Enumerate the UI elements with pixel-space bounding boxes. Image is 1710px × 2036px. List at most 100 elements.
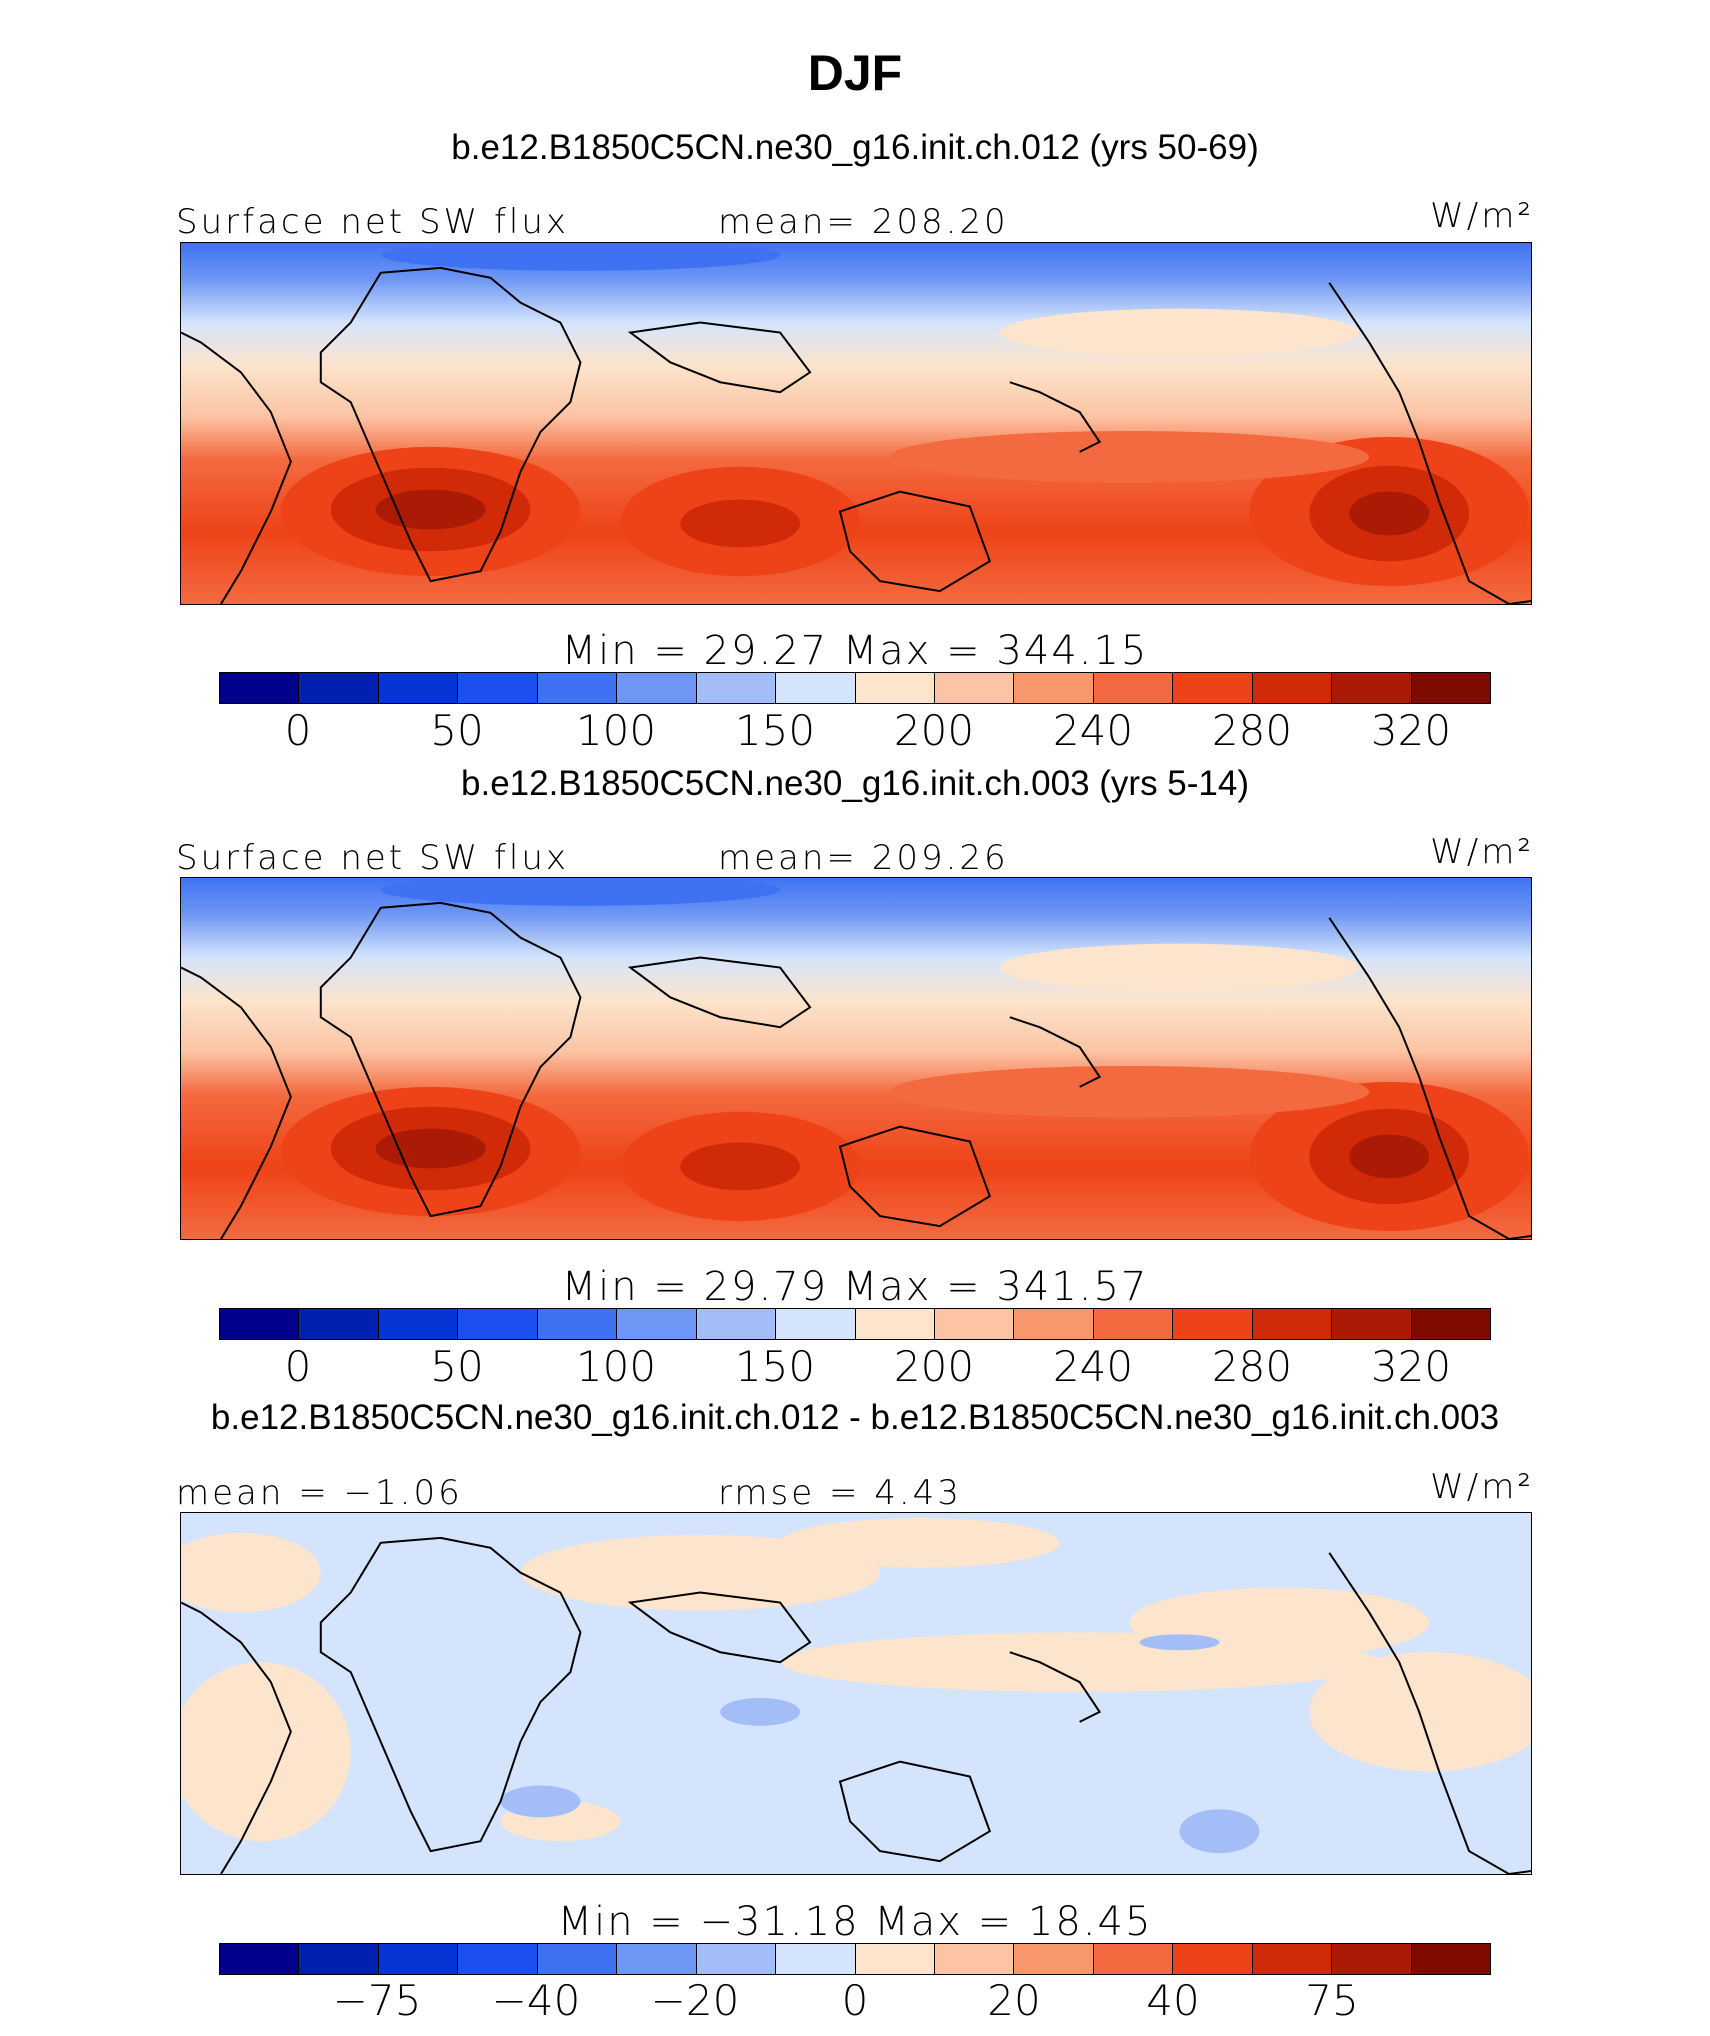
panel-3-case-label: b.e12.B1850C5CN.ne30_g16.init.ch.012 - b…: [210, 1398, 1500, 1437]
colorbar-tick: 50: [430, 1342, 484, 1391]
panel-1-map: [180, 242, 1532, 605]
colorbar-box: [934, 1944, 1015, 1974]
colorbar-tick: −75: [332, 1976, 422, 2025]
colorbar-box: [537, 1944, 618, 1974]
colorbar-box: [220, 1944, 300, 1974]
panel-2-map: [180, 877, 1532, 1240]
colorbar-box: [934, 673, 1015, 703]
colorbar-box: [617, 1944, 697, 1974]
negative-anomalies: [500, 1634, 1260, 1854]
panel-2-minmax: Min = 29.79 Max = 341.57: [561, 1264, 1149, 1310]
colorbar-box: [934, 1309, 1015, 1339]
colorbar-box: [1093, 1309, 1174, 1339]
colorbar-box: [1252, 1309, 1333, 1339]
colorbar-box: [458, 673, 538, 703]
colorbar-box: [855, 1309, 935, 1339]
colorbar-tick: −40: [491, 1976, 581, 2025]
coastlines: [181, 266, 1531, 604]
colorbar-box: [696, 1309, 777, 1339]
colorbar-box: [378, 673, 459, 703]
panel-2-left-label: Surface net SW flux: [176, 838, 570, 878]
colorbar-box: [1014, 1944, 1094, 1974]
colorbar-tick: 100: [575, 1342, 657, 1391]
colorbar-box: [617, 673, 697, 703]
colorbar-box: [220, 673, 300, 703]
colorbar-box: [1411, 1944, 1490, 1974]
panel-2-units: W/m²: [1430, 832, 1534, 872]
colorbar-box: [537, 673, 618, 703]
panel-3-minmax: Min = −31.18 Max = 18.45: [557, 1899, 1153, 1945]
colorbar-box: [1411, 673, 1490, 703]
coastlines: [181, 1536, 1531, 1874]
colorbar-box: [299, 673, 379, 703]
colorbar-tick: 40: [1146, 1976, 1200, 2025]
panel-1-colorbar: [219, 672, 1491, 704]
colorbar-box: [378, 1944, 459, 1974]
colorbar-box: [617, 1309, 697, 1339]
panel-1-minmax: Min = 29.27 Max = 344.15: [561, 628, 1149, 674]
figure-title: DJF: [807, 45, 903, 101]
storm-track-band: [380, 243, 1360, 357]
colorbar-box: [1332, 673, 1412, 703]
panel-1-case-label: b.e12.B1850C5CN.ne30_g16.init.ch.012 (yr…: [451, 128, 1259, 167]
colorbar-tick: 280: [1211, 706, 1293, 755]
colorbar-tick: 75: [1305, 1976, 1359, 2025]
colorbar-box: [1332, 1944, 1412, 1974]
colorbar-tick: 150: [734, 706, 816, 755]
colorbar-box: [1252, 1944, 1333, 1974]
colorbar-box: [1173, 673, 1253, 703]
panel-2-colorbar: [219, 1308, 1491, 1340]
colorbar-tick: 200: [893, 706, 975, 755]
colorbar-tick: −20: [650, 1976, 740, 2025]
panel-3-tick-row: −75 −40 −20 0 20 40 75: [0, 1976, 1710, 2026]
panel-1-left-label: Surface net SW flux: [176, 202, 570, 242]
colorbar-tick: 240: [1052, 1342, 1134, 1391]
colorbar-box: [299, 1309, 379, 1339]
colorbar-box: [458, 1309, 538, 1339]
colorbar-box: [299, 1944, 379, 1974]
colorbar-box: [1093, 673, 1174, 703]
colorbar-box: [696, 1944, 777, 1974]
colorbar-tick: 0: [841, 1976, 869, 2025]
colorbar-tick: 200: [893, 1342, 975, 1391]
panel-2-center-label: mean= 209.26: [718, 838, 1009, 878]
colorbar-tick: 50: [430, 706, 484, 755]
panel-2-tick-row: 0 50 100 150 200 240 280 320: [0, 1342, 1710, 1392]
positive-anomalies: [181, 1517, 1531, 1842]
coastlines: [181, 901, 1531, 1239]
colorbar-tick: 240: [1052, 706, 1134, 755]
colorbar-box: [776, 1309, 856, 1339]
colorbar-box: [1014, 1309, 1094, 1339]
colorbar-tick: 150: [734, 1342, 816, 1391]
colorbar-tick: 100: [575, 706, 657, 755]
colorbar-box: [696, 673, 777, 703]
panel-1-tick-row: 0 50 100 150 200 240 280 320: [0, 706, 1710, 756]
colorbar-box: [776, 1944, 856, 1974]
colorbar-box: [1252, 673, 1333, 703]
colorbar-tick: 20: [987, 1976, 1041, 2025]
colorbar-box: [855, 1944, 935, 1974]
storm-track-band: [380, 878, 1360, 992]
panel-1-center-label: mean= 208.20: [718, 202, 1009, 242]
colorbar-box: [458, 1944, 538, 1974]
panel-1-units: W/m²: [1430, 196, 1534, 236]
colorbar-box: [1173, 1309, 1253, 1339]
colorbar-box: [378, 1309, 459, 1339]
colorbar-box: [855, 673, 935, 703]
colorbar-box: [776, 673, 856, 703]
colorbar-tick: 320: [1370, 706, 1452, 755]
colorbar-tick: 0: [284, 1342, 312, 1391]
subtropical-high-cells: [280, 1065, 1530, 1232]
colorbar-box: [1014, 673, 1094, 703]
subtropical-high-cells: [280, 430, 1530, 587]
panel-3-left-label: mean = −1.06: [176, 1473, 463, 1513]
colorbar-box: [220, 1309, 300, 1339]
colorbar-tick: 0: [284, 706, 312, 755]
panel-3-center-label: rmse = 4.43: [718, 1473, 962, 1513]
colorbar-box: [1332, 1309, 1412, 1339]
panel-3-units: W/m²: [1430, 1467, 1534, 1507]
colorbar-box: [1411, 1309, 1490, 1339]
panel-3-map: [180, 1512, 1532, 1875]
colorbar-box: [537, 1309, 618, 1339]
colorbar-box: [1173, 1944, 1253, 1974]
